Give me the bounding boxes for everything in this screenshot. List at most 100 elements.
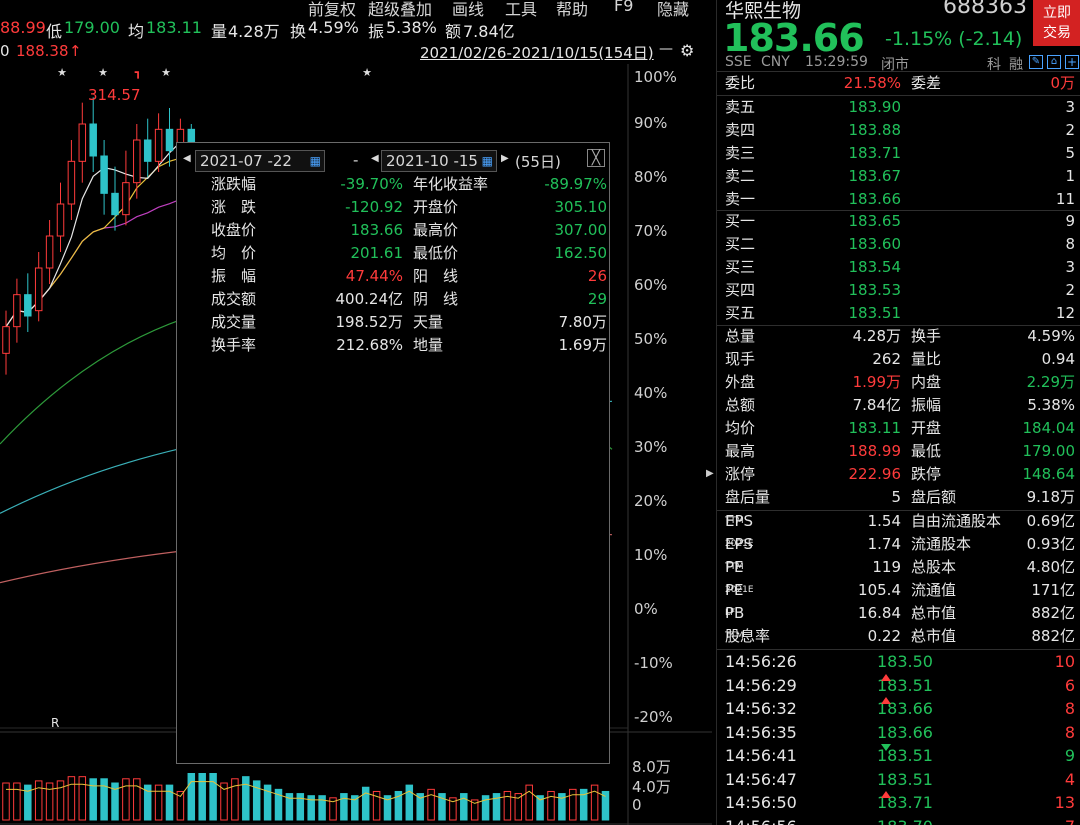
event-star-icon[interactable]: ★ bbox=[362, 66, 372, 79]
menu-f9[interactable]: F9 bbox=[614, 0, 634, 15]
bid-level[interactable]: 买三 183.54 3 bbox=[725, 256, 1075, 279]
metric-row: 最高 188.99 最低 179.00 bbox=[725, 440, 1075, 463]
edit-icon[interactable]: ✎ bbox=[1029, 55, 1043, 69]
ask-level[interactable]: 卖五 183.90 3 bbox=[725, 96, 1075, 119]
ask-level[interactable]: 卖三 183.71 5 bbox=[725, 142, 1075, 165]
fund-label-suffix: 1 bbox=[911, 608, 917, 618]
price-change: -1.15% (-2.14) bbox=[885, 28, 1023, 50]
close-icon[interactable]: ╳ bbox=[587, 149, 605, 167]
candle-body bbox=[100, 155, 108, 194]
bid-level[interactable]: 买二 183.60 8 bbox=[725, 233, 1075, 256]
menu-fq[interactable]: 前复权 bbox=[308, 0, 357, 19]
event-star-icon[interactable]: ★ bbox=[98, 66, 108, 79]
candle-body bbox=[45, 235, 54, 269]
bid-level[interactable]: 买五 183.51 12 bbox=[725, 302, 1075, 325]
menu-help[interactable]: 帮助 bbox=[556, 0, 589, 19]
ask-level[interactable]: 卖二 183.67 1 bbox=[725, 165, 1075, 188]
pct-tick: 80% bbox=[634, 168, 668, 186]
level-price: 183.65 bbox=[848, 212, 902, 230]
diff-label: 委差 bbox=[911, 74, 942, 92]
stat-value: 212.68% bbox=[336, 336, 403, 354]
stat-label: 最高价 bbox=[413, 221, 459, 239]
trade-now-button[interactable]: 立即 交易 bbox=[1033, 0, 1080, 46]
stat-label: 换手率 bbox=[211, 336, 257, 354]
fund-label-text: PE bbox=[725, 581, 744, 599]
add-icon[interactable]: + bbox=[1065, 55, 1079, 69]
level-volume: 3 bbox=[1065, 258, 1075, 276]
bid-level[interactable]: 买一 183.65 9 bbox=[725, 210, 1075, 233]
fund-label-suffix: 2 bbox=[911, 631, 917, 641]
fund-value: 0.69亿 bbox=[1026, 512, 1075, 530]
fund-value: 171亿 bbox=[1031, 581, 1075, 599]
settings-icon[interactable]: ⚙ bbox=[680, 41, 695, 60]
bid-level[interactable]: 买四 183.53 2 bbox=[725, 279, 1075, 302]
trade-now-label-1: 立即 bbox=[1043, 5, 1071, 21]
pct-tick: -10% bbox=[634, 654, 673, 672]
stat-value: -39.70% bbox=[340, 175, 403, 193]
next-end-icon[interactable]: ▶ bbox=[501, 153, 509, 164]
board-tag: 科 bbox=[987, 57, 1001, 73]
alert-icon[interactable]: ⌂ bbox=[1047, 55, 1061, 69]
event-flag-icon[interactable]: ┓ bbox=[134, 66, 142, 79]
price-marker: 188.38 bbox=[16, 42, 69, 60]
fund-label: PE TTM bbox=[725, 556, 744, 582]
kline-chart[interactable]: ★ ★ ★ ★ ┓ 314.57 100% 90% 80% 70% 60% 50% 40… bbox=[0, 64, 712, 825]
quote-turn-label: 换 bbox=[290, 22, 307, 41]
stat-value: 7.80万 bbox=[558, 313, 607, 331]
start-date-input[interactable]: 2021-07 -22 ▦ bbox=[195, 150, 325, 172]
tick-volume: 8 bbox=[1064, 722, 1075, 742]
ask-level[interactable]: 卖一 183.66 11 bbox=[725, 188, 1075, 211]
fund-label: PE 2021E bbox=[725, 579, 754, 605]
menu-draw[interactable]: 画线 bbox=[452, 0, 485, 19]
tick-row: 14:56:41 183.51 9 bbox=[725, 744, 1075, 767]
currency: CNY bbox=[761, 54, 790, 70]
fund-value: 1.54 bbox=[867, 512, 901, 530]
fund-value: 119 bbox=[872, 558, 901, 576]
vol-tick: 4.0万 bbox=[632, 778, 671, 796]
metric-value: 0.94 bbox=[1041, 350, 1075, 368]
collapse-panel-icon[interactable]: ▶ bbox=[706, 468, 714, 479]
level-label: 卖三 bbox=[725, 144, 756, 162]
tick-row: 14:56:50 183.71 13 bbox=[725, 791, 1075, 814]
quote-amp-label: 振 bbox=[368, 22, 385, 41]
tick-time: 14:56:32 bbox=[725, 699, 797, 718]
prev-end-icon[interactable]: ◀ bbox=[371, 153, 379, 164]
metric-label: 总额 bbox=[725, 396, 756, 414]
event-star-icon[interactable]: ★ bbox=[161, 66, 171, 79]
volume-bar bbox=[100, 778, 108, 821]
calendar-icon[interactable]: ▦ bbox=[309, 154, 321, 168]
volume-bar bbox=[34, 780, 43, 821]
volume-bar bbox=[220, 782, 228, 821]
pct-tick: 70% bbox=[634, 222, 668, 240]
metric-row: 均价 183.11 开盘 184.04 bbox=[725, 417, 1075, 440]
date-range-link[interactable]: 2021/02/26-2021/10/15(154日) bbox=[420, 44, 654, 62]
tick-volume: 4 bbox=[1064, 769, 1075, 789]
tick-row: 14:56:26 183.50 10 bbox=[725, 650, 1075, 673]
metric-label: 振幅 bbox=[911, 396, 942, 414]
ask-level[interactable]: 卖四 183.88 2 bbox=[725, 119, 1075, 142]
volume-bar bbox=[45, 782, 54, 821]
menu-hide[interactable]: 隐藏 bbox=[657, 0, 690, 19]
menu-overlay[interactable]: 超级叠加 bbox=[368, 0, 433, 19]
minimize-icon[interactable]: — bbox=[659, 41, 673, 57]
candle-body bbox=[154, 128, 163, 162]
margin-tag: 融 bbox=[1009, 57, 1023, 73]
end-date-input[interactable]: 2021-10 -15 ▦ bbox=[381, 150, 497, 172]
calendar-icon[interactable]: ▦ bbox=[481, 154, 493, 168]
metric-label: 外盘 bbox=[725, 373, 756, 391]
volume-bar bbox=[492, 793, 501, 821]
metric-value: 183.11 bbox=[848, 419, 902, 437]
menu-tools[interactable]: 工具 bbox=[505, 0, 538, 19]
quote-amt-label: 额 bbox=[445, 22, 462, 41]
volume-bar bbox=[143, 784, 152, 821]
stat-label: 阳 线 bbox=[413, 267, 459, 285]
prev-start-icon[interactable]: ◀ bbox=[183, 153, 191, 164]
stats-row: 收盘价 183.66 最高价 307.00 bbox=[211, 219, 609, 242]
volume-bar bbox=[122, 778, 130, 821]
quote-turn: 4.59% bbox=[308, 18, 359, 37]
stat-label: 最低价 bbox=[413, 244, 459, 262]
metric-label: 盘后量 bbox=[725, 488, 771, 506]
event-star-icon[interactable]: ★ bbox=[57, 66, 67, 79]
volume-bar bbox=[536, 795, 544, 821]
stats-row: 换手率 212.68% 地量 1.69万 bbox=[211, 334, 609, 357]
